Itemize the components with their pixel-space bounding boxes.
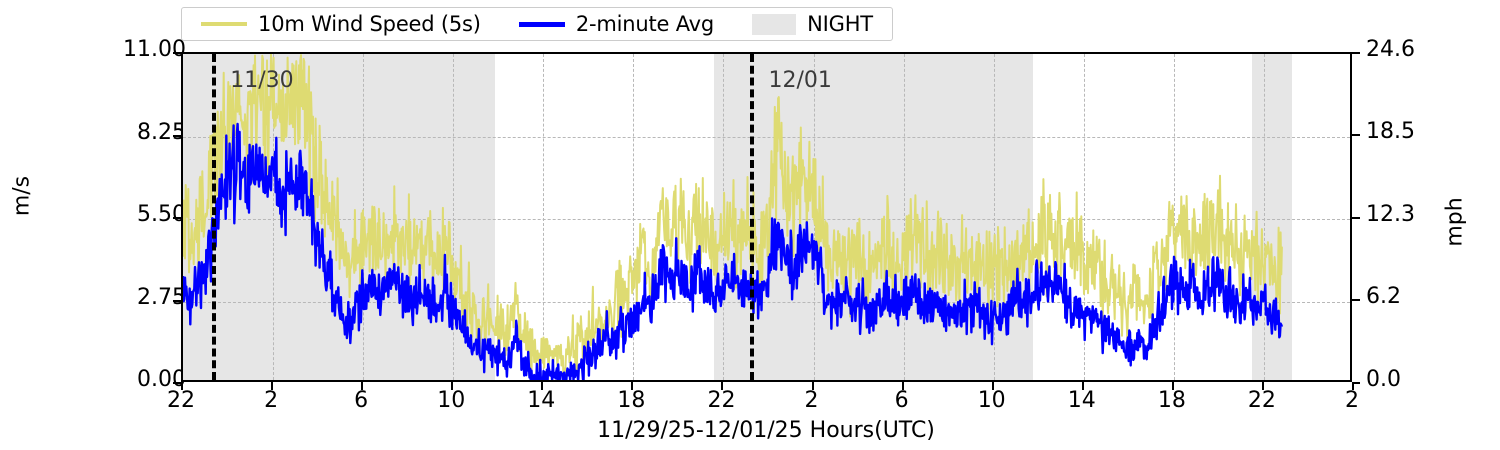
y-tickmark-left-3 [173, 134, 181, 137]
x-tickmark-2 [361, 382, 364, 390]
legend-item-night: NIGHT [752, 12, 873, 36]
x-tick-9: 10 [977, 388, 1006, 413]
y-tickmark-left-0 [173, 382, 181, 384]
x-axis-label: 11/29/25-12/01/25 Hours(UTC) [597, 418, 935, 443]
day-boundary-1201-label: 12/01 [768, 68, 832, 93]
y-tick-right-2: 12.3 [1366, 202, 1415, 227]
x-tickmark-12 [1261, 382, 1264, 390]
x-tickmark-1 [271, 382, 274, 390]
y-tick-left-3: 8.25 [137, 119, 186, 145]
y-tick-left-4: 11.00 [123, 37, 186, 62]
x-tickmark-4 [541, 382, 544, 390]
x-tick-7: 2 [804, 388, 819, 413]
legend-item-avg: 2-minute Avg [518, 12, 715, 36]
grid-line-v-5 [633, 54, 635, 380]
x-tickmark-3 [451, 382, 454, 390]
y-tickmark-right-2 [1352, 217, 1360, 219]
day-boundary-1201 [750, 54, 755, 380]
grid-line-h-3 [183, 136, 1350, 138]
data-series [183, 54, 1284, 380]
y-tickmark-right-4 [1352, 52, 1360, 54]
series-line-avg [183, 122, 1284, 380]
x-tickmark-0 [181, 382, 183, 390]
x-tickmark-7 [811, 382, 814, 390]
series-line-gust [183, 54, 1283, 380]
grid-line-h-1 [183, 301, 1350, 303]
x-tick-6: 22 [707, 388, 736, 413]
x-tickmark-5 [631, 382, 634, 390]
x-tickmark-9 [991, 382, 994, 390]
x-tickmark-6 [721, 382, 724, 390]
legend-line-gust-icon [201, 22, 248, 26]
grid-line-v-9 [993, 54, 995, 380]
grid-line-v-4 [543, 54, 545, 380]
y-tickmark-left-2 [173, 217, 181, 219]
grid-line-v-11 [1173, 54, 1175, 380]
grid-line-v-12 [1263, 54, 1265, 380]
x-tick-12: 22 [1247, 388, 1276, 413]
x-tickmark-11 [1171, 382, 1174, 390]
x-tick-11: 18 [1157, 388, 1186, 413]
x-tick-5: 18 [617, 388, 646, 413]
x-tick-3: 10 [437, 388, 466, 413]
legend-line-avg-icon [518, 21, 565, 27]
y-axis-label-left: m/s [9, 175, 35, 217]
y-tickmark-right-3 [1352, 133, 1360, 136]
y-tick-left-0: 0.00 [137, 367, 186, 392]
x-tickmark-10 [1081, 382, 1084, 390]
y-tick-left-1: 2.75 [137, 284, 186, 310]
y-tick-left-2: 5.50 [137, 202, 186, 227]
grid-line-v-8 [903, 54, 905, 380]
day-boundary-1130-label: 11/30 [230, 68, 294, 93]
legend-label-avg: 2-minute Avg [575, 12, 715, 36]
x-tick-0: 22 [167, 388, 195, 413]
grid-line-v-10 [1083, 54, 1085, 380]
legend-label-night: NIGHT [807, 12, 873, 36]
day-boundary-1130 [212, 54, 217, 380]
legend-patch-night-icon [752, 13, 797, 35]
y-tick-right-0: 0.0 [1366, 367, 1401, 392]
y-axis-label-right: mph [1442, 197, 1468, 247]
x-tickmark-13 [1352, 382, 1354, 390]
grid-line-v-3 [453, 54, 455, 380]
legend-label-gust: 10m Wind Speed (5s) [258, 12, 481, 36]
x-tick-13: 2 [1345, 388, 1359, 413]
x-tick-10: 14 [1067, 388, 1096, 413]
x-tick-1: 2 [264, 388, 279, 413]
x-tickmark-8 [901, 382, 904, 390]
y-tickmark-right-1 [1352, 298, 1360, 301]
grid-line-v-1 [273, 54, 275, 380]
y-tick-right-1: 6.2 [1366, 283, 1401, 309]
y-tickmark-left-1 [173, 299, 181, 302]
y-tickmark-left-4 [173, 52, 181, 54]
y-tick-right-3: 18.5 [1366, 118, 1415, 144]
chart-legend: 10m Wind Speed (5s) 2-minute Avg NIGHT [181, 7, 893, 41]
plot-inner: 11/30 12/01 [183, 54, 1350, 380]
legend-item-gust: 10m Wind Speed (5s) [201, 12, 481, 36]
x-tick-2: 6 [354, 388, 369, 413]
x-tick-4: 14 [527, 388, 556, 413]
y-tickmark-right-0 [1352, 382, 1360, 384]
x-tick-8: 6 [894, 388, 909, 413]
y-tick-right-4: 24.6 [1366, 37, 1415, 62]
plot-area: 11/30 12/01 [181, 52, 1352, 382]
